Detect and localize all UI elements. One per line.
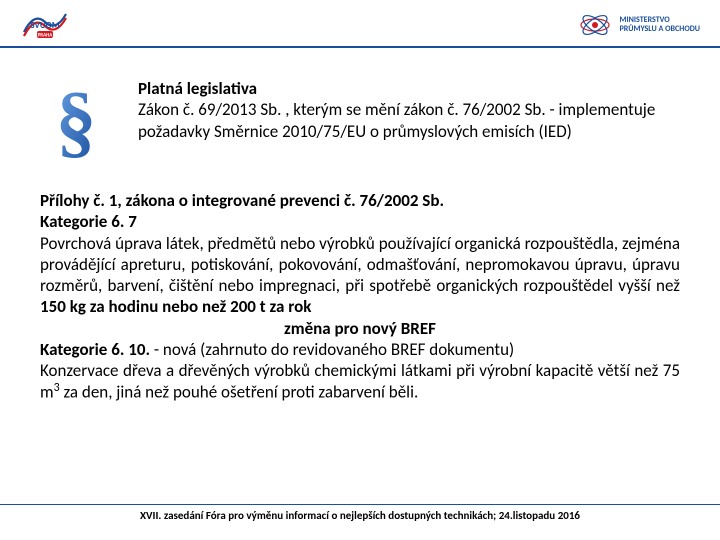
para-67-a: Povrchová úprava látek, předmětů nebo vý… <box>40 233 680 297</box>
svuom-logo-icon: SVÚOM PRAHA <box>20 8 70 42</box>
logo-right: MINISTERSTVO PRŮMYSLU A OBCHODU <box>577 11 700 39</box>
category-67: Kategorie 6. 7 <box>40 211 680 232</box>
svg-text:SVÚOM: SVÚOM <box>30 19 59 31</box>
svg-text:§: § <box>56 78 97 166</box>
top-section: § Platná legislativa Zákon č. 69/2013 Sb… <box>40 78 680 168</box>
content: § Platná legislativa Zákon č. 69/2013 Sb… <box>0 48 720 413</box>
category-610: Kategorie 6. 10. <box>40 339 150 360</box>
legislation-title: Platná legislativa <box>138 78 680 99</box>
category-610-line: Kategorie 6. 10. - nová (zahrnuto do rev… <box>40 339 680 360</box>
para-67: Povrchová úprava látek, předmětů nebo vý… <box>40 233 680 318</box>
annex-line: Přílohy č. 1, zákona o integrované preve… <box>40 190 680 211</box>
category-610-note: - nová (zahrnuto do revidovaného BREF do… <box>150 339 514 360</box>
top-text: Platná legislativa Zákon č. 69/2013 Sb. … <box>138 78 680 142</box>
para-610: Konzervace dřeva a dřevěných výrobků che… <box>40 360 680 403</box>
para-67-b: 150 kg za hodinu nebo než 200 t za rok <box>40 296 311 317</box>
ministry-logo-icon <box>577 11 613 39</box>
para-610-b: za den, jiná než pouhé ošetření proti za… <box>60 382 419 403</box>
svg-text:PRAHA: PRAHA <box>38 33 54 39</box>
ministry-line2: PRŮMYSLU A OBCHODU <box>619 25 700 34</box>
footer: XVII. zasedání Fóra pro výměnu informací… <box>0 504 720 522</box>
header: SVÚOM PRAHA MINISTERSTVO PRŮMYSLU A OBCH… <box>0 0 720 48</box>
bref-change: změna pro nový BREF <box>40 318 680 339</box>
ministry-logo-text: MINISTERSTVO PRŮMYSLU A OBCHODU <box>619 16 700 34</box>
logo-left: SVÚOM PRAHA <box>20 8 70 42</box>
legislation-body: Zákon č. 69/2013 Sb. , kterým se mění zá… <box>138 99 680 142</box>
paragraph-section-icon: § <box>40 78 120 168</box>
main-text: Přílohy č. 1, zákona o integrované preve… <box>40 190 680 403</box>
footer-text: XVII. zasedání Fóra pro výměnu informací… <box>140 509 580 522</box>
